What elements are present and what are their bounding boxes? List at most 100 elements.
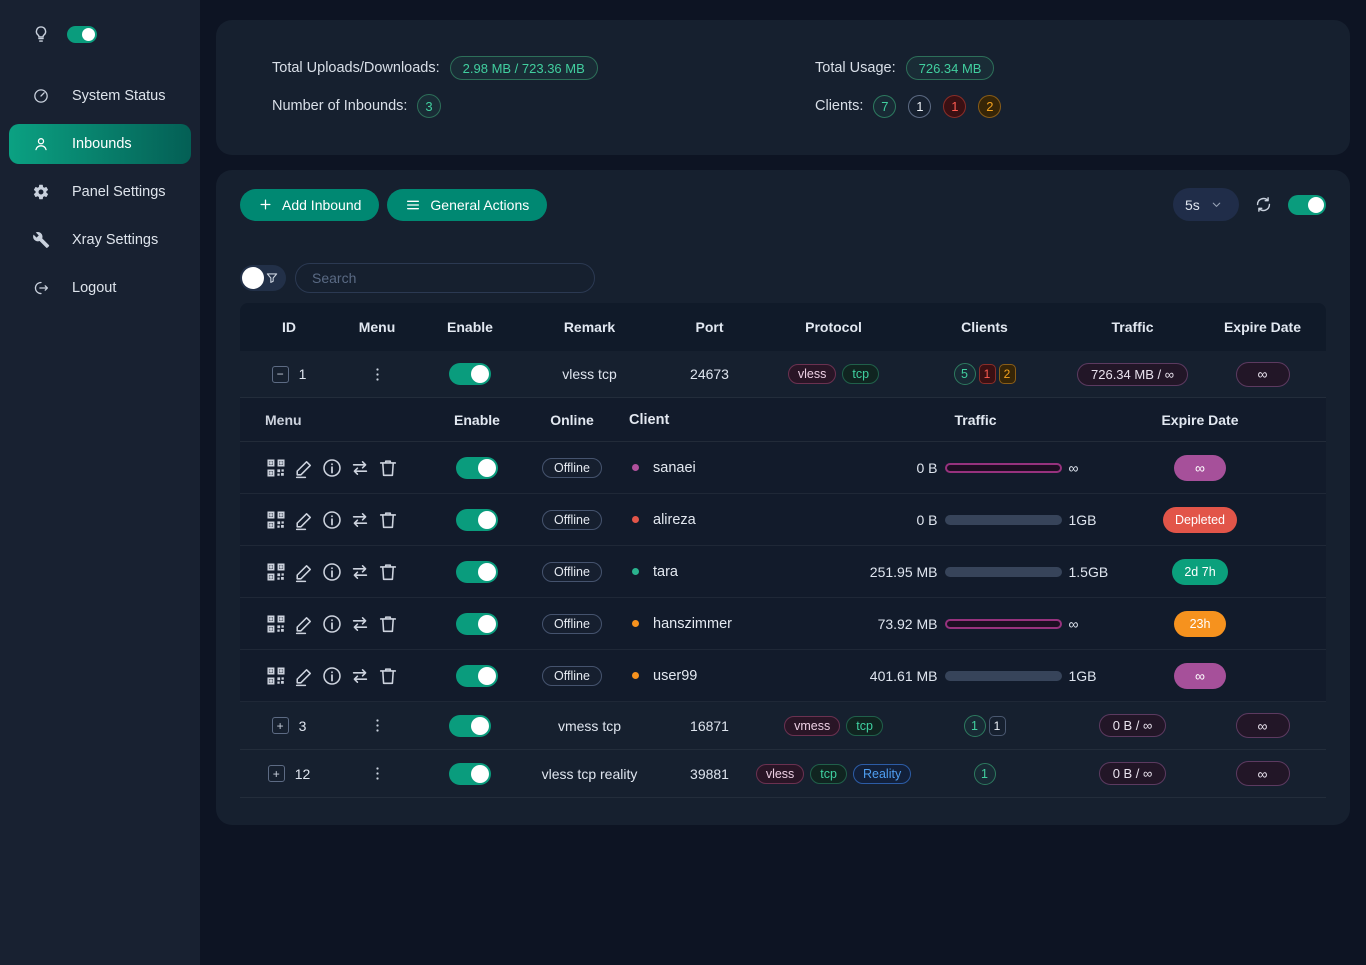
inbound-enable-toggle[interactable] bbox=[449, 363, 491, 385]
client-count-expiring: 2 bbox=[998, 364, 1016, 384]
client-enable-toggle[interactable] bbox=[456, 560, 498, 583]
edit-icon[interactable] bbox=[293, 665, 315, 687]
row-menu-icon[interactable] bbox=[369, 717, 386, 734]
filter-depleted-toggle[interactable] bbox=[240, 265, 286, 291]
clients-count-expiring: 2 bbox=[978, 94, 1002, 118]
reset-traffic-icon[interactable] bbox=[349, 561, 371, 583]
client-enable-toggle[interactable] bbox=[456, 612, 498, 635]
inbound-remark: vless tcp reality bbox=[541, 765, 638, 782]
refresh-icon[interactable] bbox=[1254, 195, 1273, 214]
traffic-bar bbox=[944, 670, 1062, 681]
uploads-downloads-label: Total Uploads/Downloads: bbox=[272, 60, 440, 76]
traffic-used: 251.95 MB bbox=[869, 563, 938, 580]
inbound-id: 1 bbox=[298, 366, 307, 382]
col-id: ID bbox=[282, 319, 296, 335]
expand-row-button[interactable]: + bbox=[267, 765, 285, 782]
client-count-active: 5 bbox=[953, 363, 976, 385]
client-row-tara: Offline tara 251.95 MB 1.5GB 2d 7h bbox=[240, 546, 1326, 598]
inbound-remark: vless tcp bbox=[562, 366, 617, 382]
edit-icon[interactable] bbox=[293, 613, 315, 635]
online-status-badge: Offline bbox=[542, 665, 602, 686]
inbound-port: 16871 bbox=[690, 717, 729, 734]
inbound-id: 12 bbox=[294, 765, 311, 782]
sidebar-item-label: Logout bbox=[72, 280, 117, 296]
auto-refresh-toggle[interactable] bbox=[1288, 194, 1326, 215]
search-input[interactable] bbox=[295, 263, 595, 293]
reset-traffic-icon[interactable] bbox=[349, 613, 371, 635]
transport-tag: tcp bbox=[810, 763, 847, 784]
qr-code-icon[interactable] bbox=[265, 561, 287, 583]
traffic-bar bbox=[944, 566, 1062, 577]
delete-icon[interactable] bbox=[377, 613, 399, 635]
add-inbound-label: Add Inbound bbox=[282, 196, 362, 213]
clients-label: Clients: bbox=[815, 98, 864, 114]
expand-row-button[interactable]: + bbox=[271, 717, 289, 734]
qr-code-icon[interactable] bbox=[265, 665, 287, 687]
reset-traffic-icon[interactable] bbox=[349, 509, 371, 531]
client-enable-toggle[interactable] bbox=[456, 664, 498, 687]
info-icon[interactable] bbox=[321, 665, 343, 687]
inbounds-count-value: 3 bbox=[417, 94, 441, 118]
inbound-enable-toggle[interactable] bbox=[449, 714, 491, 737]
client-name: tara bbox=[653, 563, 678, 580]
sidebar-item-label: System Status bbox=[72, 88, 166, 104]
user-icon bbox=[32, 135, 50, 153]
subcol-expire: Expire Date bbox=[1161, 411, 1239, 428]
client-expire-badge: 23h bbox=[1174, 610, 1226, 637]
sidebar-item-system-status[interactable]: System Status bbox=[0, 72, 200, 120]
add-inbound-button[interactable]: Add Inbound bbox=[240, 188, 380, 221]
client-expire-badge: Depleted bbox=[1162, 506, 1238, 533]
sidebar-item-label: Xray Settings bbox=[72, 232, 159, 248]
client-count-active: 1 bbox=[963, 714, 986, 737]
edit-icon[interactable] bbox=[293, 509, 315, 531]
table-header: ID Menu Enable Remark Port Protocol Clie… bbox=[240, 303, 1326, 351]
col-enable: Enable bbox=[447, 319, 493, 335]
info-icon[interactable] bbox=[321, 561, 343, 583]
delete-icon[interactable] bbox=[377, 665, 399, 687]
sidebar-item-xray-settings[interactable]: Xray Settings bbox=[0, 216, 200, 264]
row-menu-icon[interactable] bbox=[369, 366, 386, 383]
traffic-bar bbox=[944, 618, 1062, 629]
reset-traffic-icon[interactable] bbox=[349, 665, 371, 687]
transport-tag: tcp bbox=[846, 715, 883, 736]
sidebar-item-label: Panel Settings bbox=[72, 184, 166, 200]
delete-icon[interactable] bbox=[377, 457, 399, 479]
sidebar-item-inbounds[interactable]: Inbounds bbox=[9, 124, 191, 164]
theme-toggle[interactable] bbox=[67, 25, 97, 43]
col-traffic: Traffic bbox=[1111, 319, 1154, 335]
col-menu: Menu bbox=[358, 319, 396, 335]
delete-icon[interactable] bbox=[377, 509, 399, 531]
general-actions-button[interactable]: General Actions bbox=[387, 188, 548, 221]
info-icon[interactable] bbox=[321, 457, 343, 479]
qr-code-icon[interactable] bbox=[265, 509, 287, 531]
edit-icon[interactable] bbox=[293, 457, 315, 479]
client-row-hanszimmer: Offline hanszimmer 73.92 MB ∞ 23h bbox=[240, 598, 1326, 650]
inbound-enable-toggle[interactable] bbox=[449, 762, 491, 785]
traffic-limit: ∞ bbox=[1068, 459, 1079, 476]
qr-code-icon[interactable] bbox=[265, 457, 287, 479]
chevron-down-icon bbox=[1210, 198, 1223, 211]
delete-icon[interactable] bbox=[377, 561, 399, 583]
client-row-alireza: Offline alireza 0 B 1GB Depleted bbox=[240, 494, 1326, 546]
reset-traffic-icon[interactable] bbox=[349, 457, 371, 479]
info-icon[interactable] bbox=[321, 509, 343, 531]
sidebar-item-panel-settings[interactable]: Panel Settings bbox=[0, 168, 200, 216]
client-expire-badge: ∞ bbox=[1174, 454, 1226, 481]
client-enable-toggle[interactable] bbox=[456, 508, 498, 531]
collapse-row-button[interactable]: − bbox=[271, 365, 289, 383]
traffic-used: 0 B bbox=[916, 459, 938, 476]
client-count-deactive: 1 bbox=[988, 715, 1006, 736]
client-status-dot bbox=[632, 568, 639, 575]
row-menu-icon[interactable] bbox=[369, 765, 386, 782]
inbound-id: 3 bbox=[298, 717, 307, 734]
client-count-depleted: 1 bbox=[978, 364, 996, 384]
inbound-traffic: 0 B / ∞ bbox=[1098, 714, 1167, 737]
edit-icon[interactable] bbox=[293, 561, 315, 583]
client-enable-toggle[interactable] bbox=[456, 456, 498, 479]
col-expire: Expire Date bbox=[1223, 319, 1302, 335]
sidebar-item-logout[interactable]: Logout bbox=[0, 264, 200, 312]
info-icon[interactable] bbox=[321, 613, 343, 635]
refresh-interval-select[interactable]: 5s bbox=[1173, 188, 1239, 221]
inbound-expire: ∞ bbox=[1235, 361, 1290, 387]
qr-code-icon[interactable] bbox=[265, 613, 287, 635]
